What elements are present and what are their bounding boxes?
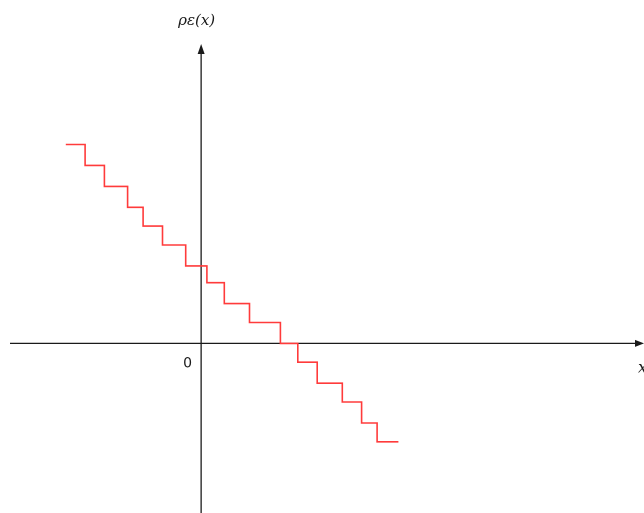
x-axis-arrow-icon — [635, 339, 644, 347]
step-series-line — [65, 143, 399, 443]
series-layer — [65, 143, 399, 443]
y-axis-label: ρε(x) — [177, 11, 215, 29]
x-axis-label: x — [638, 357, 644, 376]
y-axis-arrow-icon — [197, 44, 205, 54]
origin-tick-label: 0 — [183, 355, 192, 371]
